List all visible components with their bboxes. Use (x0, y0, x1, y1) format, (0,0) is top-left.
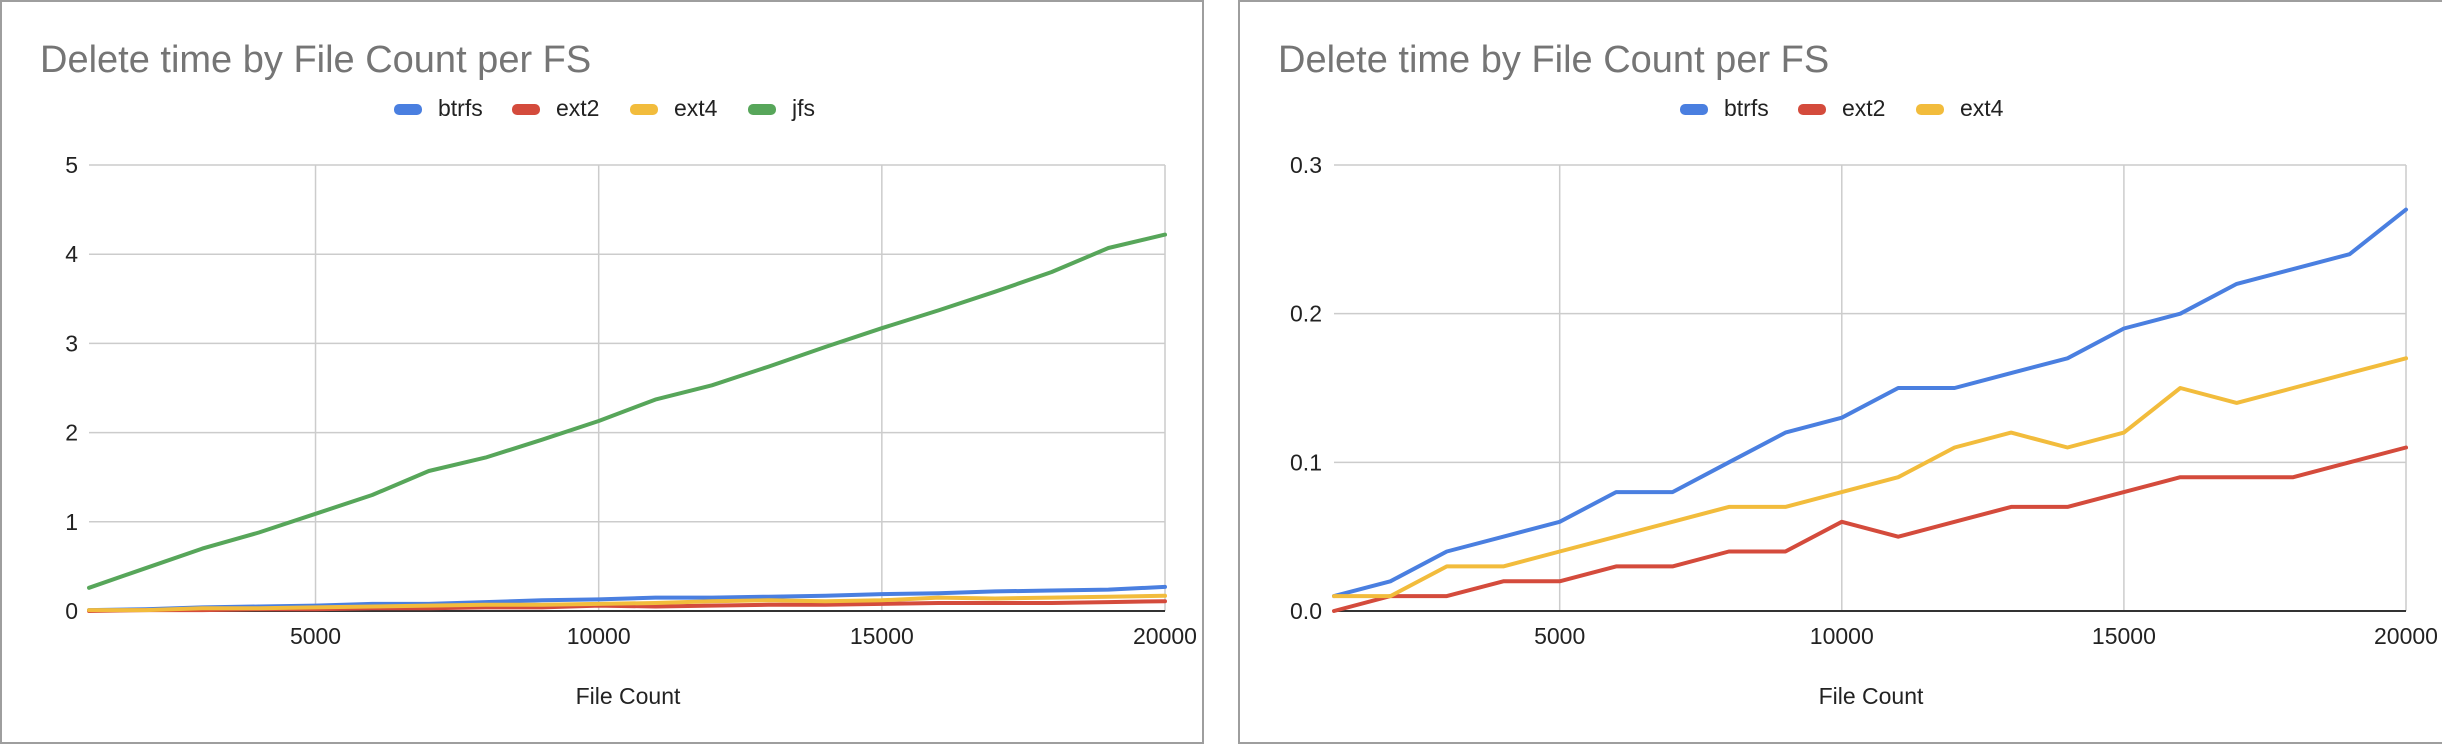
y-tick-label: 0.0 (1290, 598, 1322, 624)
legend-label-jfs: jfs (791, 95, 815, 121)
legend-swatch-ext2 (512, 104, 540, 115)
x-axis-label: File Count (576, 683, 681, 709)
chart-title: Delete time by File Count per FS (40, 39, 591, 81)
series-line-jfs (87, 232, 1167, 590)
y-tick-label: 5 (65, 152, 78, 178)
x-tick-label: 20000 (2374, 623, 2438, 649)
x-tick-label: 5000 (290, 623, 341, 649)
legend-item-btrfs: btrfs (394, 95, 483, 121)
y-tick-label: 0.1 (1290, 449, 1322, 475)
legend-item-ext2: ext2 (512, 95, 599, 121)
x-tick-label: 10000 (567, 623, 631, 649)
series-line-ext2 (1332, 445, 2408, 613)
chart-left: Delete time by File Count per FS btrfs ext… (40, 39, 1197, 709)
x-axis-label: File Count (1819, 683, 1924, 709)
legend-swatch-jfs (748, 104, 776, 115)
legend-label-ext2: ext2 (1842, 95, 1885, 121)
chart-panel-left: Delete time by File Count per FS btrfs ext… (0, 0, 1204, 744)
y-tick-label: 1 (65, 509, 78, 535)
y-tick-label: 4 (65, 241, 78, 267)
x-tick-label: 15000 (2092, 623, 2156, 649)
x-tick-label: 15000 (850, 623, 914, 649)
legend-item-ext4: ext4 (630, 95, 718, 121)
y-tick-label: 0 (65, 598, 78, 624)
legend-label-ext4: ext4 (1960, 95, 2004, 121)
y-tick-label: 2 (65, 420, 78, 446)
x-tick-label: 20000 (1133, 623, 1197, 649)
legend-item-jfs: jfs (748, 95, 815, 121)
legend-swatch-ext4 (630, 104, 658, 115)
legend-swatch-ext4 (1916, 104, 1944, 115)
y-tick-label: 3 (65, 330, 78, 356)
y-tick-label: 0.3 (1290, 152, 1322, 178)
legend-item-ext4: ext4 (1916, 95, 2004, 121)
legend-label-btrfs: btrfs (438, 95, 483, 121)
series-line-ext4 (1332, 356, 2408, 599)
legend-label-btrfs: btrfs (1724, 95, 1769, 121)
series-line-ext4 (87, 593, 1167, 613)
legend-item-ext2: ext2 (1798, 95, 1885, 121)
legend-item-btrfs: btrfs (1680, 95, 1769, 121)
legend-swatch-ext2 (1798, 104, 1826, 115)
y-tick-label: 0.2 (1290, 301, 1322, 327)
x-tick-label: 5000 (1534, 623, 1585, 649)
chart-panel-right: Delete time by File Count per FS btrfs ext… (1238, 0, 2442, 744)
x-tick-label: 10000 (1810, 623, 1874, 649)
legend-label-ext4: ext4 (674, 95, 718, 121)
series-line-btrfs (1332, 207, 2408, 599)
legend-label-ext2: ext2 (556, 95, 599, 121)
legend-swatch-btrfs (394, 104, 422, 115)
legend-swatch-btrfs (1680, 104, 1708, 115)
chart-right: Delete time by File Count per FS btrfs ext… (1278, 39, 2438, 709)
chart-title: Delete time by File Count per FS (1278, 39, 1829, 81)
